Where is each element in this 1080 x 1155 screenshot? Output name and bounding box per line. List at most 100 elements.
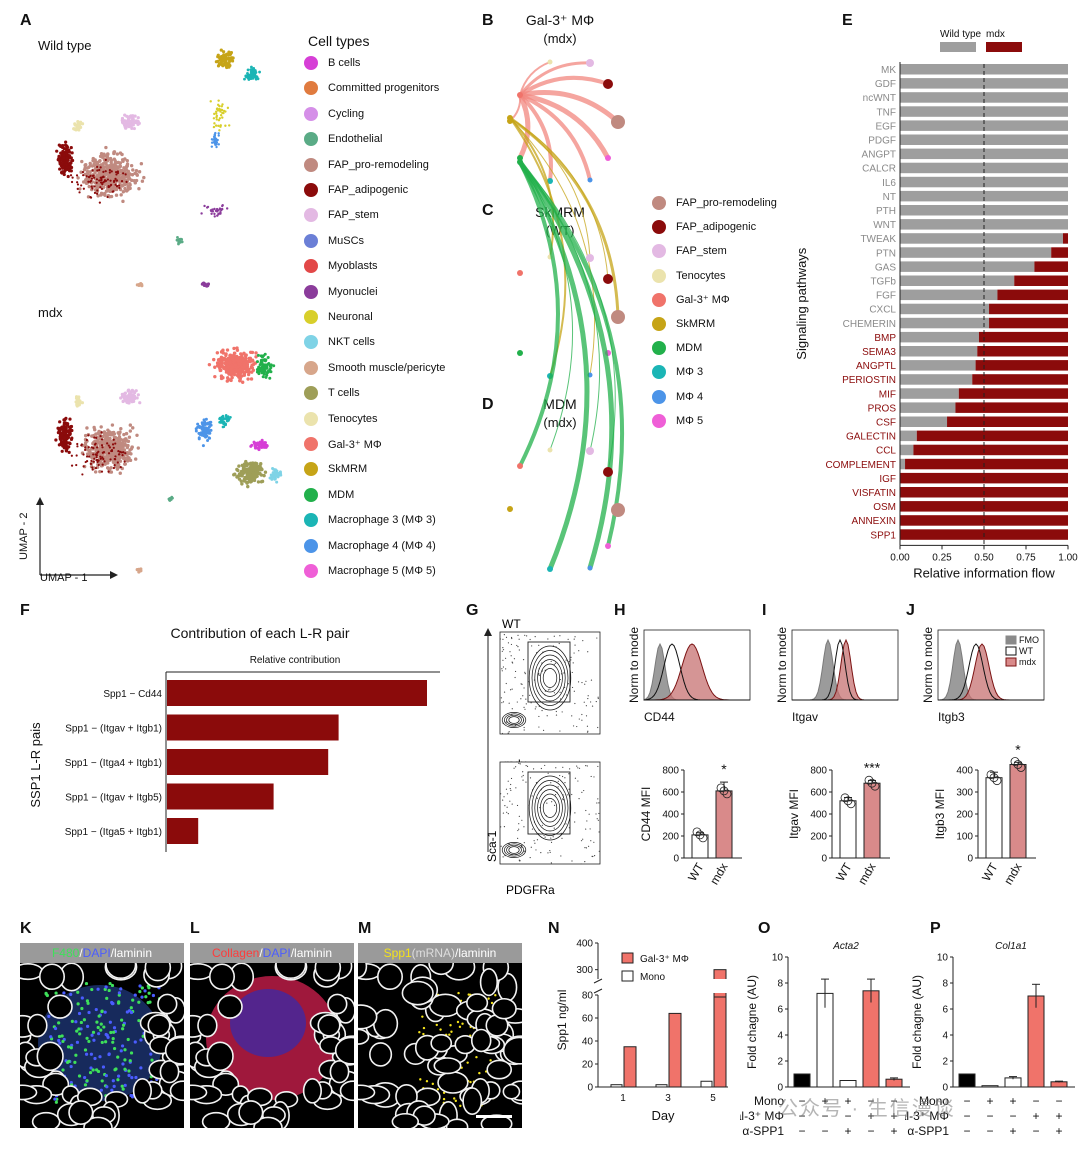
event-dot (573, 690, 575, 692)
umap-point (104, 189, 109, 193)
cell-signal (107, 988, 111, 993)
micrograph-k: F480/DAPI/laminin (20, 943, 184, 1128)
event-dot (518, 828, 520, 830)
legend-swatch (304, 56, 318, 70)
umap-point (75, 463, 78, 467)
umap-point (82, 168, 87, 172)
umap-point (110, 170, 113, 173)
event-dot (598, 802, 600, 804)
event-dot (598, 831, 600, 833)
umap-point (276, 471, 280, 475)
event-dot (542, 729, 545, 732)
umap-point (70, 151, 74, 155)
umap-point (206, 439, 210, 443)
umap-point (201, 444, 205, 448)
cell-signal (133, 993, 137, 997)
umap-point (123, 462, 128, 466)
event-dot (580, 840, 583, 842)
y-tick-label: 200 (810, 832, 827, 843)
umap-point (111, 443, 115, 446)
bar-wild-type (900, 430, 917, 442)
event-dot (595, 813, 597, 815)
treatment-sign: − (798, 1109, 805, 1123)
network-legend-item: MDM (652, 341, 702, 356)
mrna-signal (418, 1031, 421, 1034)
umap-point (209, 209, 213, 212)
umap-point (126, 394, 130, 398)
umap-point (112, 446, 115, 449)
umap-point (220, 208, 223, 212)
network-edge (517, 92, 531, 161)
event-dot (527, 804, 529, 806)
category-label: Spp1 − Cd44 (103, 689, 162, 700)
contour (504, 843, 524, 857)
event-dot (597, 696, 599, 698)
cell-signal (93, 1056, 97, 1061)
cell-signal (121, 1062, 125, 1066)
cell-signal (104, 985, 108, 989)
umap-point (103, 193, 107, 197)
cell-signal (150, 1058, 154, 1062)
event-dot (572, 725, 575, 727)
umap-point (229, 378, 233, 383)
cell-signal (127, 1069, 131, 1073)
umap-point (98, 158, 102, 163)
umap-point (201, 281, 205, 286)
cell-signal (45, 993, 49, 998)
event-dot (597, 819, 599, 821)
network-legend-item: Gal-3⁺ MΦ (652, 292, 730, 307)
cell-signal (121, 1027, 125, 1031)
event-dot (510, 783, 512, 786)
event-dot (554, 662, 557, 664)
network-node (547, 59, 553, 65)
cell-signal (86, 1001, 90, 1005)
bar-mono (610, 1084, 623, 1088)
event-dot (524, 673, 526, 675)
x-tick-label: WT (833, 860, 855, 884)
myofiber-outline (31, 1111, 61, 1128)
cell-signal (109, 1030, 113, 1035)
cell-signal (113, 1068, 117, 1072)
bar (1009, 764, 1027, 859)
network-b-title: Gal-3⁺ MΦ (525, 12, 595, 28)
event-dot (518, 815, 520, 818)
umap-point (69, 145, 73, 150)
treatment-sign: − (798, 1124, 805, 1138)
event-dot (529, 856, 531, 859)
cell-signal (112, 1084, 116, 1088)
event-dot (570, 656, 572, 658)
umap-point (108, 446, 111, 449)
replicate-dot (692, 827, 702, 837)
umap-point (253, 464, 258, 468)
event-dot (509, 651, 511, 653)
umap-point (250, 366, 255, 370)
event-dot (502, 799, 504, 801)
umap-point (90, 434, 94, 438)
umap-point (91, 174, 94, 178)
legend-swatch (1005, 635, 1017, 645)
event-dot (559, 635, 561, 637)
event-dot (524, 850, 526, 852)
umap-point (95, 453, 98, 457)
umap-point (213, 112, 216, 116)
panel-label-n: N (548, 920, 560, 937)
umap-point (66, 445, 70, 449)
umap-point (59, 438, 63, 442)
cell-type-name: FAP_stem (328, 209, 379, 222)
event-dot (527, 681, 530, 683)
event-dot (510, 643, 513, 646)
category-label: Spp1 − (Itga4 + Itgb1) (65, 758, 162, 769)
umap-point (136, 393, 140, 397)
event-dot (524, 634, 526, 636)
event-dot (568, 827, 570, 829)
umap-point (123, 460, 126, 463)
category-label: ANGPT (862, 150, 896, 161)
cell-type-name: Tenocytes (328, 412, 378, 425)
umap-point (128, 429, 133, 433)
event-dot (585, 765, 587, 767)
umap-point (214, 137, 218, 141)
cell-type-legend-item: Macrophage 3 (MΦ 3) (304, 513, 436, 528)
event-dot (500, 845, 502, 847)
cell-type-name: Endothelial (328, 133, 383, 146)
